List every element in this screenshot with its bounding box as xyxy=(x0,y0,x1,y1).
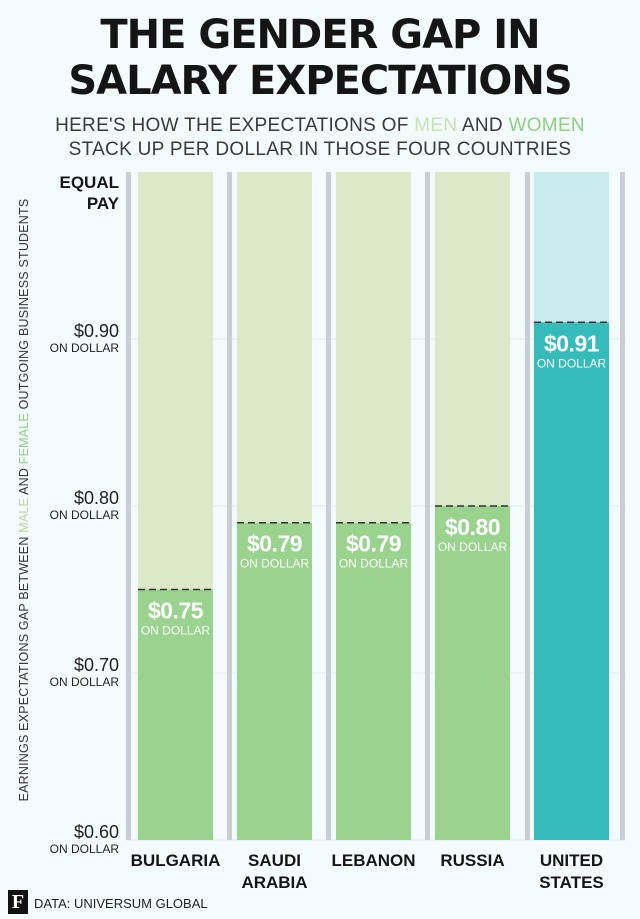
bar-separator xyxy=(126,172,131,840)
bar-women-expectation xyxy=(336,522,411,840)
ylabel-part1: EARNINGS EXPECTATIONS GAP BETWEEN xyxy=(17,532,31,802)
chart-subtitle-line1: HERE'S HOW THE EXPECTATIONS OF MEN AND W… xyxy=(0,114,640,138)
bar-men-expectation xyxy=(435,172,510,506)
bar-value-sublabel: ON DOLLAR xyxy=(339,557,409,571)
y-tick-label: $0.90 xyxy=(74,321,119,341)
bar-value-label: $0.79 xyxy=(346,531,401,557)
bar-value-label: $0.79 xyxy=(247,531,302,557)
bar-men-expectation xyxy=(534,172,609,323)
y-tick-label: $0.80 xyxy=(74,488,119,508)
chart-title-line2: SALARY EXPECTATIONS xyxy=(68,58,572,104)
ylabel-male: MALE xyxy=(17,497,31,533)
chart-title-line1: THE GENDER GAP IN xyxy=(100,12,540,58)
bar-value-label: $0.75 xyxy=(148,598,204,624)
ylabel-female: FEMALE xyxy=(17,413,31,465)
x-tick-label: SAUDI xyxy=(248,851,301,870)
ylabel-part2: OUTGOING BUSINESS STUDENTS xyxy=(17,198,31,414)
bar-value-sublabel: ON DOLLAR xyxy=(141,624,211,638)
y-tick-sublabel: ON DOLLAR xyxy=(50,508,120,522)
bar-men-expectation xyxy=(138,172,213,590)
y-tick-sublabel: ON DOLLAR xyxy=(50,341,120,355)
x-tick-label: LEBANON xyxy=(331,851,415,870)
subtitle-women: WOMEN xyxy=(508,115,585,136)
y-tick-label: $0.70 xyxy=(74,655,119,675)
bar-separator xyxy=(326,172,331,840)
bar-value-label: $0.91 xyxy=(544,330,600,356)
bar-women-expectation xyxy=(138,589,213,840)
bar-women-expectation xyxy=(435,506,510,840)
subtitle-and: AND xyxy=(457,115,509,136)
y-tick-label: $0.60 xyxy=(74,822,119,842)
subtitle-men: MEN xyxy=(414,115,458,136)
bar-separator xyxy=(425,172,430,840)
y-tick-sublabel: ON DOLLAR xyxy=(50,842,120,856)
bar-men-expectation xyxy=(237,172,312,523)
x-tick-label: RUSSIA xyxy=(440,851,504,870)
ylabel-and: AND xyxy=(17,464,31,498)
bar-women-expectation xyxy=(534,322,609,840)
chart-subtitle-line2: STACK UP PER DOLLAR IN THOSE FOUR COUNTR… xyxy=(68,139,572,160)
x-tick-label: STATES xyxy=(539,873,604,892)
bar-separator xyxy=(525,172,530,840)
bar-men-expectation xyxy=(336,172,411,523)
bar-separator xyxy=(227,172,232,840)
bar-women-expectation xyxy=(237,522,312,840)
x-tick-label: ARABIA xyxy=(241,873,307,892)
source-note: DATA: UNIVERSUM GLOBAL xyxy=(34,896,208,911)
bar-value-sublabel: ON DOLLAR xyxy=(240,557,310,571)
bar-separator xyxy=(620,172,625,840)
y-tick-label: EQUAL xyxy=(60,173,120,192)
y-tick-sublabel: ON DOLLAR xyxy=(50,675,120,689)
x-tick-label: BULGARIA xyxy=(131,851,221,870)
x-tick-label: UNITED xyxy=(540,851,603,870)
y-axis-label: EARNINGS EXPECTATIONS GAP BETWEEN MALE A… xyxy=(17,199,31,802)
forbes-logo-icon: F xyxy=(8,890,28,914)
y-tick-label: PAY xyxy=(87,194,120,213)
bar-value-label: $0.80 xyxy=(445,514,500,540)
bar-value-sublabel: ON DOLLAR xyxy=(537,356,607,370)
subtitle-text: HERE'S HOW THE EXPECTATIONS OF xyxy=(55,115,415,136)
bar-value-sublabel: ON DOLLAR xyxy=(438,540,508,554)
